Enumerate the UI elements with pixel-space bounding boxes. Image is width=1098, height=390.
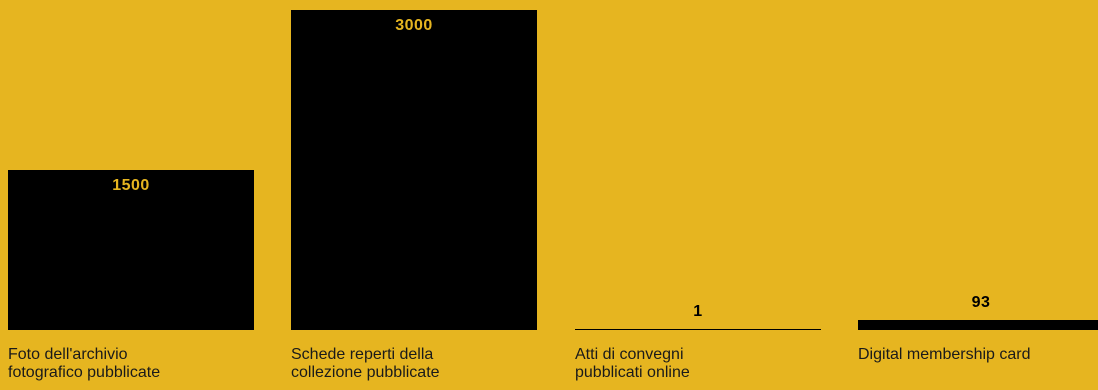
value-label-2: 3000 — [395, 17, 433, 34]
value-label-1: 1500 — [112, 177, 150, 194]
bar-4 — [858, 320, 1098, 330]
value-label-3: 1 — [693, 303, 703, 320]
category-label-1: Foto dell'archivio fotografico pubblicat… — [8, 346, 161, 381]
value-label-4: 93 — [971, 294, 991, 311]
category-label-2: Schede reperti della collezione pubblica… — [291, 346, 440, 381]
bar-1 — [8, 170, 254, 330]
bar-3 — [575, 329, 821, 330]
category-label-3: Atti di convegni pubblicati online — [575, 346, 690, 381]
bar-2 — [291, 10, 537, 330]
category-label-4: Digital membership card — [858, 346, 1031, 363]
